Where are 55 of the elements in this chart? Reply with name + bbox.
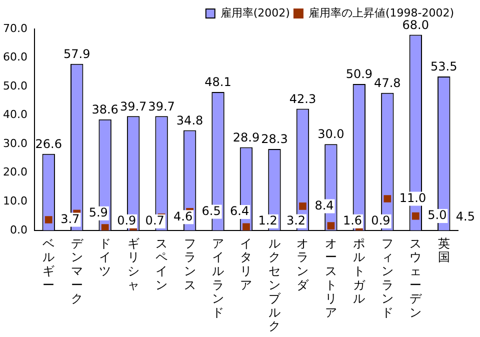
data-label: 39.7 <box>120 99 147 114</box>
data-label: 3.2 <box>286 213 306 228</box>
x-tick-label: スウェーデン <box>410 236 423 320</box>
data-label: 48.1 <box>204 75 232 90</box>
y-tick-label: 60.0 <box>2 50 28 64</box>
data-label: 6.5 <box>202 204 221 218</box>
x-tick-label: オランダ <box>296 236 310 292</box>
data-label: 34.8 <box>176 113 204 128</box>
y-tick-label: 70.0 <box>2 22 28 35</box>
x-tick-label: ドイツ <box>99 236 112 278</box>
x-tick-label: ギリシャ <box>127 236 140 292</box>
x-tick-label: フィンランド <box>381 236 394 320</box>
data-label: 0.9 <box>117 214 136 228</box>
y-tick-label: 10.0 <box>2 194 28 208</box>
data-label: 47.8 <box>374 76 401 90</box>
data-label: 68.0 <box>402 18 430 32</box>
x-tick-label: ベルギー <box>42 236 55 292</box>
data-label: 8.4 <box>314 198 334 212</box>
legend-label: 雇用率の上昇値(1998-2002) <box>308 6 454 20</box>
data-label: 1.2 <box>258 214 278 228</box>
y-tick-label: 30.0 <box>2 136 28 150</box>
data-label: 30.0 <box>318 127 344 142</box>
data-label: 6.4 <box>230 204 250 218</box>
data-label: 57.9 <box>63 46 90 61</box>
x-tick-label: ルクセンブルク <box>268 236 282 334</box>
y-tick-label: 50.0 <box>2 79 28 92</box>
y-tick-label: 0.0 <box>10 223 28 236</box>
data-label: 42.3 <box>289 92 316 106</box>
x-tick-label: フランス <box>184 236 196 292</box>
data-label: 4.6 <box>174 209 193 224</box>
data-label: 38.6 <box>92 102 118 116</box>
data-label: 3.7 <box>60 212 80 226</box>
data-label: 0.9 <box>371 214 390 228</box>
data-label: 0.7 <box>145 214 164 228</box>
y-tick-label: 40.0 <box>2 108 28 122</box>
data-label: 11.0 <box>399 190 426 205</box>
x-tick-label: ポルトガル <box>353 236 366 306</box>
data-label: 5.9 <box>88 206 108 220</box>
data-label: 28.9 <box>232 130 260 144</box>
x-tick-label: オーストリア <box>324 236 337 320</box>
legend-label: 雇用率(2002) <box>220 6 290 20</box>
y-tick-label: 20.0 <box>2 166 28 179</box>
data-label: 4.5 <box>456 210 475 224</box>
data-label: 50.9 <box>346 67 373 82</box>
x-tick-label: 英国 <box>438 236 450 264</box>
data-label: 26.6 <box>35 136 62 151</box>
x-tick-label: デンマーク <box>70 236 84 306</box>
data-label: 5.0 <box>428 208 447 222</box>
x-tick-label: スペイン <box>156 236 168 292</box>
data-label: 39.7 <box>148 99 175 114</box>
data-label: 1.6 <box>342 214 362 228</box>
x-tick-label: アイルランド <box>212 236 224 320</box>
data-label: 28.3 <box>261 132 288 146</box>
x-tick-label: イタリア <box>240 236 252 292</box>
data-label: 53.5 <box>430 60 458 74</box>
